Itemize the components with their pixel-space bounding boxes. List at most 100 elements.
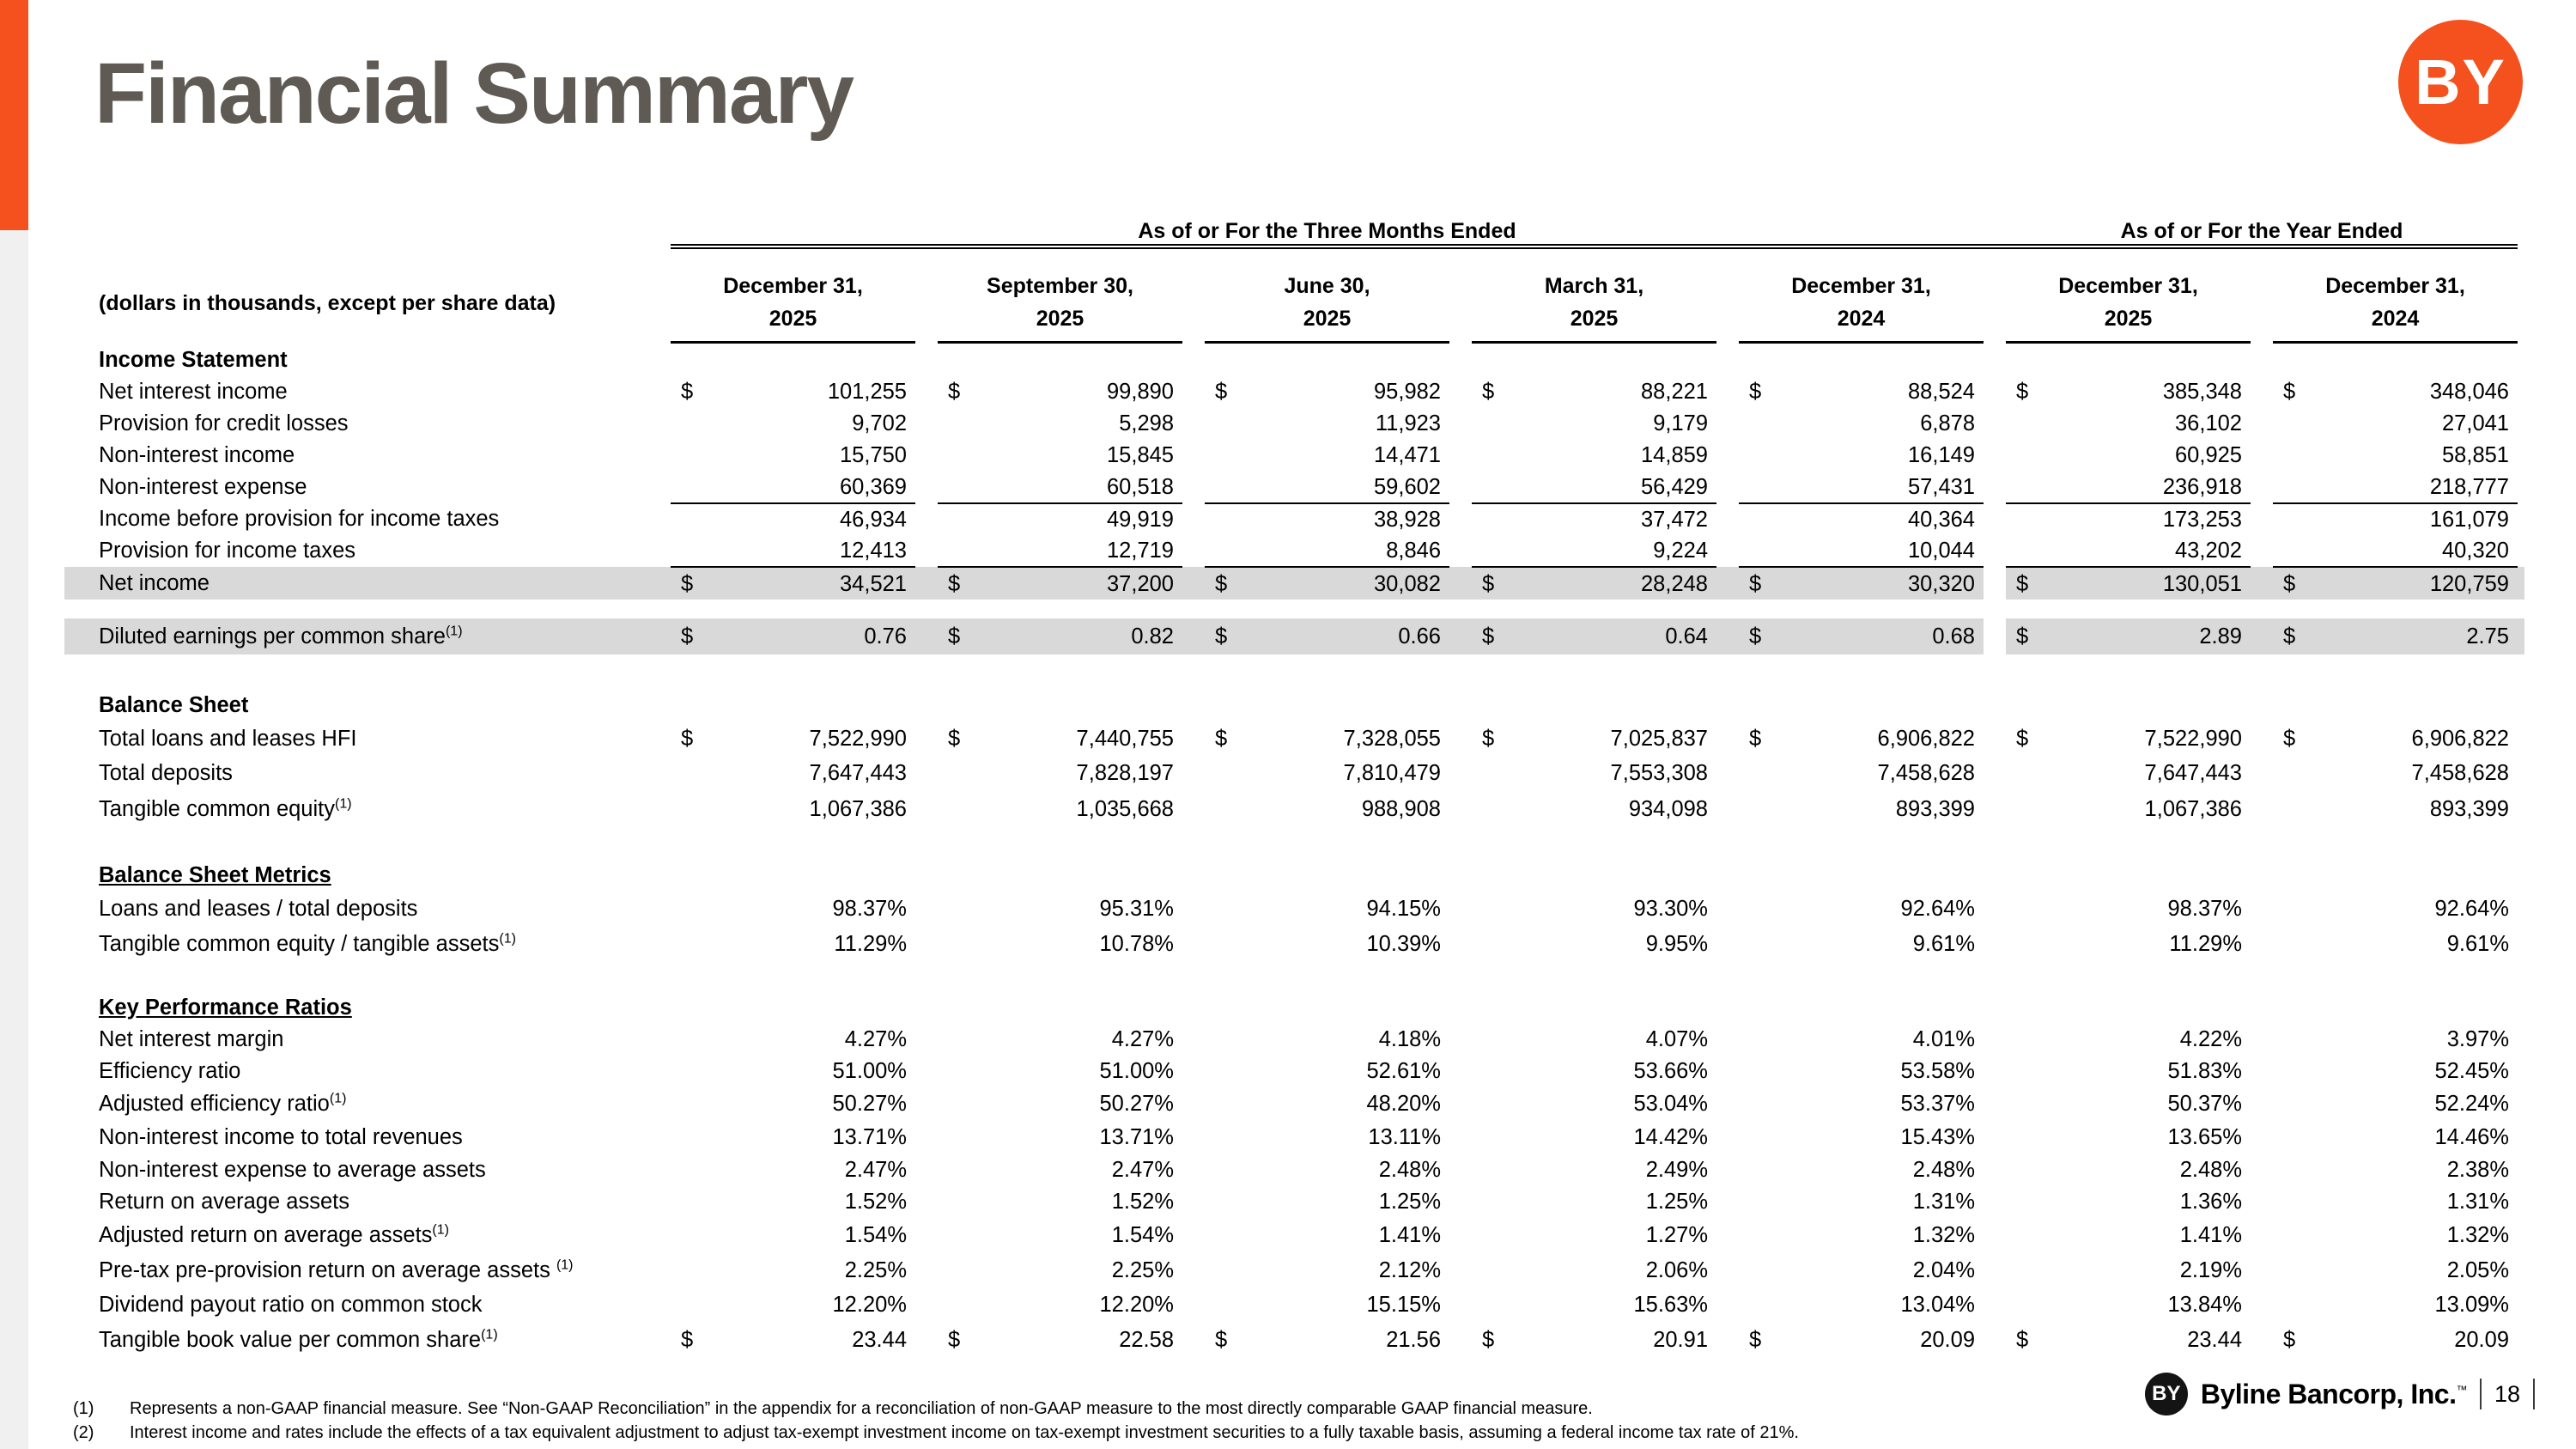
column-header-line1: September 30, — [987, 273, 1133, 298]
table-cell: $88,524 — [1739, 376, 1984, 408]
column-header: December 31, 2024 — [1739, 263, 1984, 344]
cell-value: 1.25% — [1378, 1190, 1441, 1214]
table-cell: 1.41% — [1205, 1218, 1449, 1252]
table-cell: 2.48% — [1739, 1154, 1984, 1186]
table-row: Tangible common equity(1) 1,067,386 1,035,… — [64, 790, 2524, 828]
row-label: Non-interest expense — [99, 475, 307, 499]
cell-value: 1.54% — [1111, 1222, 1174, 1247]
table-cell: 988,908 — [1205, 790, 1449, 828]
table-row: Return on average assets 1.52% 1.52% 1.25% 1… — [64, 1186, 2524, 1218]
cell-value: 9,702 — [852, 411, 907, 435]
cell-value: 15.43% — [1900, 1125, 1976, 1149]
cell-value: 1.41% — [1378, 1222, 1441, 1247]
cell-value: 7,458,628 — [2411, 760, 2509, 785]
table-cell: $7,440,755 — [938, 721, 1182, 756]
cell-value: 13.84% — [2167, 1293, 2243, 1317]
table-cell: 15.15% — [1205, 1288, 1449, 1322]
row-spacer — [64, 654, 2524, 689]
cell-value: 48.20% — [1366, 1092, 1442, 1116]
table-cell: 2.06% — [1472, 1252, 1716, 1288]
table-cell: 13.11% — [1205, 1121, 1449, 1154]
table-cell: 218,777 — [2273, 472, 2518, 503]
cell-value: 2.12% — [1378, 1257, 1441, 1282]
table-cell: 7,647,443 — [2006, 756, 2251, 790]
table-cell: 2.25% — [671, 1252, 915, 1288]
accent-bar-gray — [0, 230, 28, 1449]
table-cell: 1.27% — [1472, 1218, 1716, 1252]
table-cell: 15,750 — [671, 440, 915, 472]
table-cell: 1,067,386 — [2006, 790, 2251, 828]
cell-value: 27,041 — [2442, 411, 2509, 435]
dollar-sign: $ — [2016, 571, 2029, 596]
column-header: December 31, 2025 — [671, 263, 915, 344]
row-label: Adjusted return on average assets(1) — [99, 1222, 449, 1247]
cell-value: 98.37% — [2167, 896, 2243, 921]
cell-value: 130,051 — [2162, 571, 2242, 596]
table-cell: 50.37% — [2006, 1087, 2251, 1121]
column-header-line1: December 31, — [723, 273, 863, 298]
table-cell: $30,320 — [1739, 566, 1984, 600]
dollar-sign: $ — [1215, 1327, 1228, 1352]
cell-value: 51.83% — [2167, 1059, 2243, 1083]
row-label: Non-interest expense to average assets — [99, 1158, 486, 1182]
table-row: Loans and leases / total deposits 98.37% 9… — [64, 892, 2524, 926]
table-cell: 4.07% — [1472, 1024, 1716, 1056]
cell-value: 56,429 — [1641, 475, 1708, 499]
cell-value: 218,777 — [2429, 475, 2509, 499]
table-row: Non-interest expense to average assets 2.… — [64, 1154, 2524, 1186]
row-label: Provision for credit losses — [99, 411, 349, 435]
table-cell: 4.01% — [1739, 1024, 1984, 1056]
row-label: Tangible common equity / tangible assets… — [99, 931, 516, 956]
accent-bar-orange — [0, 0, 28, 230]
cell-value: 15.63% — [1633, 1293, 1709, 1317]
table-cell: $385,348 — [2006, 376, 2251, 408]
table-cell: 11.29% — [671, 926, 915, 962]
table-cell: $99,890 — [938, 376, 1182, 408]
row-spacer — [64, 962, 2524, 991]
table-cell: 92.64% — [1739, 892, 1984, 926]
cell-value: 893,399 — [2429, 796, 2509, 821]
cell-value: 51.00% — [1099, 1059, 1175, 1083]
dollar-sign: $ — [948, 624, 961, 648]
table-row: Tangible common equity / tangible assets… — [64, 926, 2524, 962]
cell-value: 93.30% — [1633, 896, 1709, 921]
table-row: Adjusted efficiency ratio(1) 50.27% 50.27%… — [64, 1087, 2524, 1121]
column-header-line1: March 31, — [1544, 273, 1644, 298]
cell-value: 9.95% — [1645, 931, 1708, 956]
row-label: Diluted earnings per common share(1) — [99, 624, 463, 648]
table-cell: 2.48% — [1205, 1154, 1449, 1186]
dollar-sign: $ — [1749, 380, 1762, 404]
column-header: December 31, 2025 — [2006, 263, 2251, 344]
footnote-1-marker: (1) — [73, 1399, 94, 1418]
units-note: (dollars in thousands, except per share … — [99, 290, 556, 315]
cell-value: 348,046 — [2429, 380, 2509, 404]
table-cell: $88,221 — [1472, 376, 1716, 408]
cell-value: 58,851 — [2442, 443, 2509, 467]
cell-value: 14.46% — [2434, 1125, 2510, 1149]
cell-value: 40,320 — [2442, 539, 2509, 563]
date-header-row: (dollars in thousands, except per share … — [64, 263, 2524, 344]
table-cell: 50.27% — [938, 1087, 1182, 1121]
table-cell: 12.20% — [671, 1288, 915, 1322]
table-cell: 56,429 — [1472, 472, 1716, 503]
dollar-sign: $ — [948, 380, 961, 404]
cell-value: 6,878 — [1920, 411, 1975, 435]
cell-value: 59,602 — [1374, 475, 1441, 499]
cell-value: 1.52% — [844, 1190, 907, 1214]
dollar-sign: $ — [2283, 726, 2296, 751]
cell-value: 4.01% — [1912, 1027, 1975, 1051]
dollar-sign: $ — [1482, 380, 1495, 404]
table-cell: 12,719 — [938, 535, 1182, 567]
table-cell: $0.68 — [1739, 618, 1984, 654]
table-cell: 236,918 — [2006, 472, 2251, 503]
table-cell: $34,521 — [671, 566, 915, 600]
table-cell: 173,253 — [2006, 502, 2251, 536]
table-cell: 1.32% — [2273, 1218, 2518, 1252]
cell-value: 1.32% — [2446, 1222, 2509, 1247]
cell-value: 2.49% — [1645, 1158, 1708, 1182]
table-cell: $7,522,990 — [671, 721, 915, 756]
table-cell: 6,878 — [1739, 408, 1984, 440]
cell-value: 161,079 — [2429, 508, 2509, 532]
table-cell: 7,647,443 — [671, 756, 915, 790]
cell-value: 11.29% — [834, 931, 907, 956]
